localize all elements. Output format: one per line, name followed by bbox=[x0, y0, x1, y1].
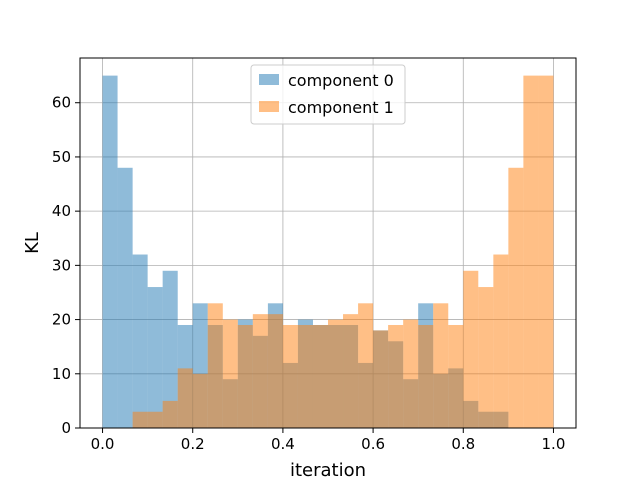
histogram-bar bbox=[538, 75, 554, 428]
histogram-bar bbox=[207, 303, 223, 428]
histogram-bar bbox=[282, 324, 298, 428]
histogram-bar bbox=[312, 324, 328, 428]
histogram-bar bbox=[388, 324, 404, 428]
histogram-bar bbox=[147, 287, 163, 428]
x-tick-label: 0.6 bbox=[361, 435, 385, 453]
histogram-bar bbox=[177, 368, 193, 428]
legend-label-component-1: component 1 bbox=[288, 98, 394, 117]
series-1-bars bbox=[132, 75, 554, 428]
y-tick-label: 60 bbox=[52, 94, 71, 112]
histogram-bar bbox=[418, 324, 434, 428]
y-axis-label: KL bbox=[22, 232, 43, 254]
legend-swatch-component-1 bbox=[259, 101, 279, 112]
histogram-bar bbox=[463, 270, 479, 428]
y-tick-label: 10 bbox=[52, 365, 71, 383]
histogram-bar bbox=[222, 319, 238, 428]
x-tick-label: 0.4 bbox=[271, 435, 295, 453]
x-axis-ticks: 0.0 0.2 0.4 0.6 0.8 1.0 bbox=[91, 428, 566, 453]
histogram-bar bbox=[433, 303, 449, 428]
histogram-bar bbox=[493, 254, 509, 428]
histogram-bar bbox=[343, 314, 359, 428]
histogram-bar bbox=[297, 324, 313, 428]
histogram-bar bbox=[478, 287, 494, 428]
legend: component 0 component 1 bbox=[250, 64, 406, 125]
histogram-bar bbox=[147, 411, 163, 428]
histogram-bar bbox=[132, 411, 148, 428]
histogram-bar bbox=[102, 75, 118, 428]
x-tick-label: 0.2 bbox=[181, 435, 205, 453]
y-tick-label: 40 bbox=[52, 202, 71, 220]
y-tick-label: 50 bbox=[52, 148, 71, 166]
x-tick-label: 1.0 bbox=[542, 435, 566, 453]
histogram-bar bbox=[403, 319, 419, 428]
y-axis-ticks: 0 10 20 30 40 50 60 bbox=[52, 94, 80, 437]
histogram-bar bbox=[328, 319, 344, 428]
legend-frame bbox=[250, 64, 406, 125]
legend-label-component-0: component 0 bbox=[288, 71, 394, 90]
histogram-bar bbox=[237, 324, 253, 428]
histogram-bars bbox=[102, 75, 554, 428]
histogram-bar bbox=[132, 254, 148, 428]
histogram-bar bbox=[252, 314, 268, 428]
histogram-bar bbox=[373, 330, 389, 428]
y-tick-label: 0 bbox=[61, 419, 71, 437]
x-tick-label: 0.8 bbox=[451, 435, 475, 453]
histogram-bar bbox=[267, 314, 283, 428]
histogram-bar bbox=[162, 270, 178, 428]
x-tick-label: 0.0 bbox=[91, 435, 115, 453]
y-tick-label: 20 bbox=[52, 311, 71, 329]
x-axis-label: iteration bbox=[290, 460, 366, 480]
histogram-bar bbox=[508, 167, 524, 428]
histogram-bar bbox=[192, 373, 208, 428]
legend-swatch-component-0 bbox=[259, 74, 279, 85]
histogram-bar bbox=[358, 303, 374, 428]
histogram-bar bbox=[117, 167, 133, 428]
histogram-bar bbox=[448, 324, 464, 428]
plot-frame bbox=[79, 57, 577, 429]
histogram-bar bbox=[162, 400, 178, 428]
y-tick-label: 30 bbox=[52, 256, 71, 274]
histogram-bar bbox=[523, 75, 539, 428]
